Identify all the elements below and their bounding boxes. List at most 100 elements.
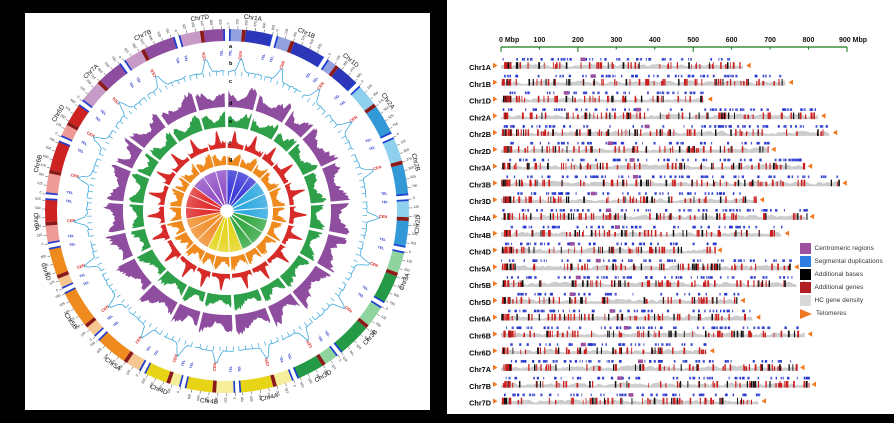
centromere-block: [396, 216, 409, 222]
segmental-duplication-mark: [553, 91, 555, 95]
additional-genes-mark: [671, 162, 674, 170]
additional-bases-mark: [550, 196, 552, 204]
segmental-duplication-mark: [779, 276, 782, 279]
axis-label: 500: [687, 37, 699, 44]
additional-bases-mark: [512, 347, 514, 355]
additional-genes-mark: [734, 232, 735, 237]
segmental-duplication-mark: [510, 225, 514, 229]
additional-genes-mark: [749, 381, 751, 388]
segmental-duplication-mark: [672, 393, 675, 397]
axis-tick: [402, 160, 406, 163]
segmental-duplication-mark: [703, 343, 706, 346]
axis-tick-label: 0: [385, 307, 389, 311]
axis-tick: [360, 334, 364, 337]
additional-genes-mark: [714, 263, 717, 271]
additional-genes-mark: [644, 112, 646, 120]
additional-bases-mark: [716, 213, 718, 220]
additional-genes-mark: [524, 148, 527, 153]
start-cluster-mark: [506, 129, 508, 136]
telomere-end-icon: [746, 62, 751, 69]
segmental-duplication-mark: [549, 175, 551, 179]
additional-genes-mark: [673, 129, 675, 136]
additional-genes-mark: [644, 315, 646, 321]
chromosome-label: Chr6D: [469, 348, 491, 357]
additional-genes-mark: [547, 131, 549, 136]
additional-genes-mark: [763, 213, 766, 220]
legend: Centromeric regions Segmental duplicatio…: [800, 243, 883, 319]
additional-genes-mark: [800, 179, 803, 187]
telomere-cap: [238, 380, 242, 393]
axis-tick-label: 125: [284, 28, 290, 35]
additional-bases-mark: [701, 129, 703, 136]
segmental-duplication-mark: [712, 360, 714, 363]
additional-bases-mark: [654, 347, 656, 355]
segmental-duplication-mark: [678, 175, 681, 179]
segmental-duplication-mark: [510, 343, 513, 346]
segmental-duplication-mark: [561, 74, 564, 78]
ideogram-arm: [64, 287, 95, 325]
segmental-duplication-mark: [707, 225, 710, 229]
telomere-cap: [228, 28, 231, 41]
additional-genes-mark: [594, 230, 597, 237]
segmental-duplication-mark: [710, 276, 713, 279]
additional-bases-mark: [612, 347, 614, 355]
additional-bases-mark: [792, 112, 795, 120]
segmental-duplication-mark: [609, 326, 612, 330]
segmental-duplication-mark: [604, 326, 606, 330]
additional-genes-mark: [535, 162, 538, 170]
additional-genes-mark: [811, 112, 813, 120]
additional-genes-mark: [692, 146, 694, 153]
axis-tick-label: 250: [413, 214, 419, 218]
segmental-duplication-mark: [693, 91, 696, 95]
additional-genes-mark: [691, 64, 692, 69]
additional-bases-mark: [738, 162, 741, 170]
segmental-duplication-mark: [714, 326, 716, 330]
additional-bases-mark: [734, 112, 735, 120]
axis-tick-label: 500: [262, 22, 267, 28]
tel-label: TEL: [269, 56, 275, 63]
additional-genes-mark: [743, 81, 745, 86]
track-f-histogram: [180, 163, 200, 184]
segmental-duplication-mark: [590, 175, 592, 179]
segmental-duplication-mark: [568, 74, 571, 78]
segmental-duplication-mark: [537, 74, 540, 78]
track-c-histogram: [115, 137, 143, 169]
additional-bases-mark: [768, 364, 771, 371]
additional-genes-mark: [626, 179, 628, 187]
additional-genes-mark: [567, 112, 569, 120]
additional-genes-mark: [685, 95, 687, 103]
additional-bases-mark: [614, 381, 617, 388]
centromere-mark: [644, 124, 650, 129]
additional-genes-mark: [629, 112, 632, 120]
additional-genes-mark: [681, 112, 684, 120]
additional-genes-mark: [570, 162, 572, 170]
start-cluster-mark: [510, 129, 512, 136]
track-b-tick: [292, 329, 296, 334]
segmental-duplication-mark: [714, 393, 717, 397]
additional-genes-mark: [820, 131, 822, 136]
additional-genes-mark: [793, 213, 795, 220]
additional-genes-mark: [519, 213, 521, 220]
segmental-duplication-mark: [531, 175, 533, 179]
additional-bases-mark: [534, 364, 536, 371]
segmental-duplication-mark: [709, 276, 711, 279]
additional-genes-mark: [699, 64, 701, 69]
additional-genes-mark: [758, 129, 759, 136]
additional-genes-mark: [629, 315, 631, 321]
track-b-tick: [270, 339, 273, 344]
additional-genes-mark: [813, 112, 815, 120]
axis-label: 800: [803, 37, 815, 44]
segmental-duplication-mark: [766, 141, 769, 145]
segmental-duplication-mark: [822, 125, 824, 128]
additional-genes-mark: [622, 95, 624, 103]
cen-label: CEN: [149, 68, 157, 78]
additional-genes-mark: [527, 129, 530, 136]
segmental-duplication-mark: [670, 242, 672, 246]
additional-genes-mark: [666, 397, 668, 405]
additional-genes-mark: [584, 313, 586, 321]
axis-tick-label: 750: [389, 300, 396, 306]
segmental-duplication-mark: [624, 393, 627, 397]
additional-genes-mark: [676, 381, 679, 388]
additional-bases-mark: [680, 381, 682, 388]
